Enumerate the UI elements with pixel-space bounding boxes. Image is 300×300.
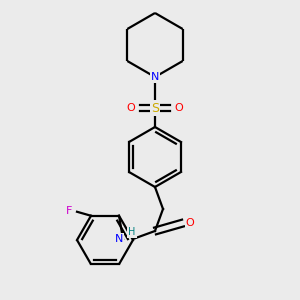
- Text: F: F: [66, 206, 72, 216]
- Text: O: O: [186, 218, 194, 228]
- Text: S: S: [151, 101, 159, 115]
- Text: O: O: [175, 103, 183, 113]
- Text: H: H: [128, 227, 136, 237]
- Text: N: N: [151, 72, 159, 82]
- Text: O: O: [127, 103, 135, 113]
- Text: N: N: [115, 234, 123, 244]
